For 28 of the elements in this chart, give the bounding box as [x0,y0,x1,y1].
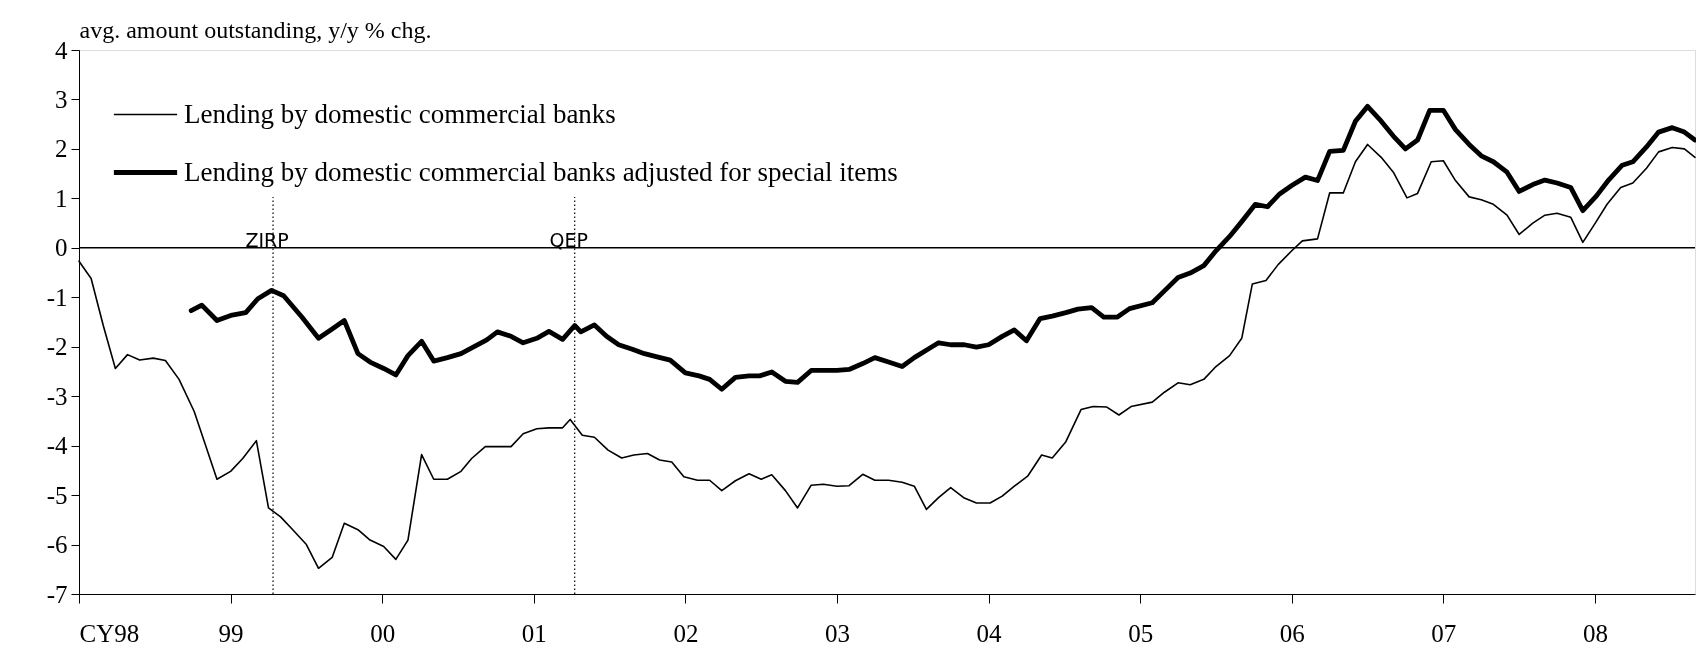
x-tick-label: 02 [673,619,699,647]
y-tick-label: 0 [55,234,68,262]
y-tick-label: -2 [46,333,68,361]
x-tick-label: 04 [976,619,1003,647]
x-tick-label: 01 [521,619,547,647]
y-tick-label: -6 [46,531,68,559]
y-tick-label: 2 [55,135,68,163]
y-axis-title: avg. amount outstanding, y/y % chg. [79,16,432,43]
y-tick-label: -7 [46,580,68,608]
x-tick-label: 06 [1279,619,1305,647]
y-tick-label: -5 [46,481,68,509]
y-tick-label: 3 [55,85,68,113]
x-tick-label: CY98 [79,619,140,647]
y-tick-label: -3 [46,382,68,410]
x-tick-label: 99 [218,619,244,647]
legend-label: Lending by domestic commercial banks [184,98,616,129]
ref-line-label: ZIRP [245,229,289,252]
y-tick-label: 4 [55,36,68,64]
x-tick-label: 08 [1582,619,1608,647]
y-tick-label: -1 [46,283,68,311]
x-tick-label: 07 [1431,619,1457,647]
x-tick-label: 03 [824,619,850,647]
x-tick-label: 00 [370,619,396,647]
legend-label: Lending by domestic commercial banks adjusted for special items [184,156,898,187]
y-tick-label: 1 [55,184,68,212]
y-tick-label: -4 [46,432,68,460]
x-tick-label: 05 [1128,619,1154,647]
ref-line-label: QEP [549,229,588,252]
